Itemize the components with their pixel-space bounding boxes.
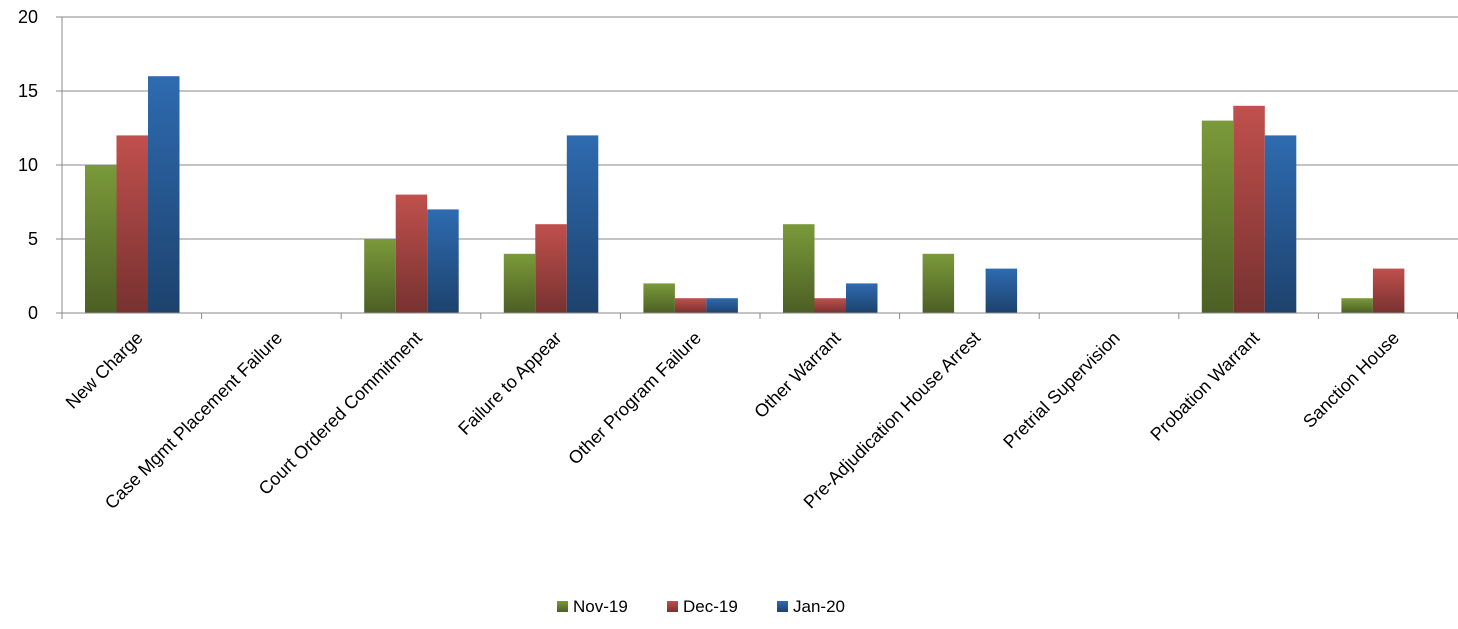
x-category-label: Sanction House bbox=[1299, 328, 1403, 432]
legend: Nov-19 Dec-19 Jan-20 bbox=[557, 597, 845, 616]
bar-jan-20 bbox=[846, 283, 878, 313]
bar-dec-19 bbox=[535, 224, 567, 313]
y-tick-label: 20 bbox=[18, 7, 38, 27]
y-tick-labels: 0 5 10 15 20 bbox=[18, 7, 38, 323]
bar-dec-19 bbox=[674, 298, 707, 313]
bar-jan-20 bbox=[1264, 135, 1297, 313]
bar-jan-20 bbox=[148, 76, 180, 313]
bar-nov-19 bbox=[85, 165, 117, 313]
bar-nov-19 bbox=[783, 224, 815, 313]
legend-label: Jan-20 bbox=[793, 597, 845, 616]
bar-nov-19 bbox=[922, 253, 955, 313]
bar-jan-20 bbox=[427, 209, 459, 313]
bar-dec-19 bbox=[1233, 105, 1265, 313]
x-category-label: Other Warrant bbox=[750, 328, 844, 422]
bar-nov-19 bbox=[1201, 120, 1234, 313]
bar-dec-19 bbox=[814, 298, 846, 313]
bar-nov-19 bbox=[643, 283, 675, 313]
y-tick-label: 15 bbox=[18, 81, 38, 101]
y-tick-label: 0 bbox=[28, 303, 38, 323]
bars bbox=[85, 76, 1405, 313]
bar-dec-19 bbox=[1372, 268, 1405, 313]
x-category-label: Failure to Appear bbox=[454, 328, 565, 439]
bar-nov-19 bbox=[503, 253, 536, 313]
y-tick-label: 5 bbox=[28, 229, 38, 249]
x-category-label: New Charge bbox=[62, 328, 147, 413]
bar-jan-20 bbox=[985, 268, 1018, 313]
axes bbox=[56, 16, 1458, 319]
x-category-label: Pretrial Supervision bbox=[999, 328, 1124, 453]
bar-dec-19 bbox=[116, 135, 148, 313]
x-category-label: Other Program Failure bbox=[564, 328, 705, 469]
x-category-label: Probation Warrant bbox=[1146, 328, 1263, 445]
bar-dec-19 bbox=[395, 194, 428, 313]
legend-swatch-jan-20 bbox=[777, 601, 788, 612]
bar-nov-19 bbox=[364, 239, 396, 313]
bar-jan-20 bbox=[566, 135, 599, 313]
legend-label: Dec-19 bbox=[683, 597, 738, 616]
legend-swatch-nov-19 bbox=[557, 601, 568, 612]
legend-label: Nov-19 bbox=[573, 597, 628, 616]
bar-nov-19 bbox=[1341, 298, 1373, 313]
bar-jan-20 bbox=[706, 298, 738, 313]
x-category-label: Court Ordered Commitment bbox=[255, 328, 426, 499]
y-tick-label: 10 bbox=[18, 155, 38, 175]
legend-swatch-dec-19 bbox=[667, 601, 678, 612]
